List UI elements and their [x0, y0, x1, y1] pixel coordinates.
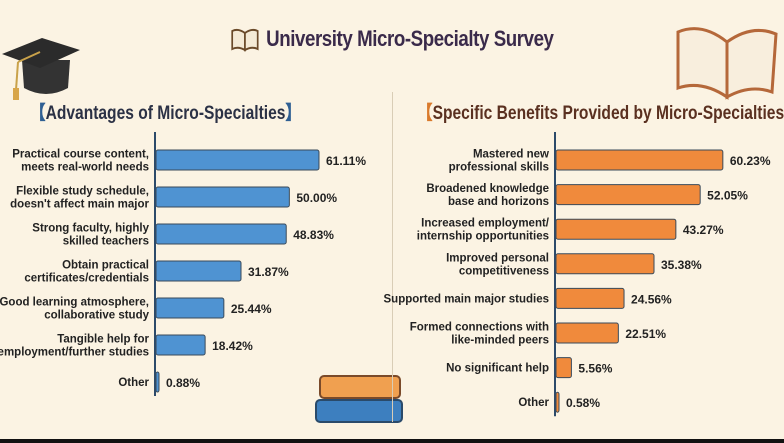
book-stack-icon	[315, 375, 403, 423]
right-category-label: internship opportunities	[417, 231, 549, 243]
right-category-label: Other	[518, 397, 549, 409]
right-bar	[555, 391, 560, 413]
left-bar	[155, 223, 287, 245]
right-category-label: professional skills	[449, 162, 549, 174]
left-category-label: Other	[118, 377, 149, 389]
left-category-label: meets real-world needs	[21, 162, 149, 174]
left-bar	[155, 186, 290, 208]
right-bar-value-label: 5.56%	[578, 362, 612, 376]
left-category-label: Obtain practical	[62, 260, 149, 272]
left-bar-value-label: 18.42%	[212, 339, 253, 353]
right-bar-value-label: 22.51%	[625, 327, 666, 341]
right-bar	[555, 253, 655, 275]
right-category-label: No significant help	[446, 363, 549, 375]
right-bar-value-label: 52.05%	[707, 189, 748, 203]
left-category-label: Good learning atmosphere,	[0, 297, 149, 309]
page-title: University Micro-Specialty Survey	[59, 26, 725, 52]
left-category-label: doesn't affect main major	[10, 199, 149, 211]
right-bar	[555, 149, 724, 171]
graduation-cap-icon	[2, 38, 80, 100]
right-category-label: Improved personal	[446, 252, 549, 264]
left-bar	[155, 371, 160, 393]
left-bar	[155, 297, 225, 319]
right-bar-value-label: 35.38%	[661, 258, 702, 272]
right-bar	[555, 287, 625, 309]
right-bar	[555, 184, 701, 206]
bottom-band	[0, 439, 784, 443]
right-category-label: Supported main major studies	[384, 293, 550, 305]
left-bar-value-label: 31.87%	[248, 265, 289, 279]
right-category-label: Formed connections with	[410, 322, 549, 334]
right-bar-value-label: 24.56%	[631, 292, 672, 306]
left-bar	[155, 149, 320, 171]
left-bar	[155, 334, 206, 356]
left-category-label: Practical course content,	[12, 149, 149, 161]
left-chart-title: 【Advantages of Micro-Specialties】	[30, 103, 302, 124]
left-category-label: skilled teachers	[63, 236, 149, 248]
right-bar	[555, 218, 677, 240]
right-category-label: competitiveness	[459, 265, 549, 277]
left-bar	[155, 260, 242, 282]
right-category-label: Increased employment/	[421, 218, 550, 230]
book-icon	[231, 29, 259, 52]
right-bar-value-label: 60.23%	[730, 154, 771, 168]
left-bar-value-label: 61.11%	[326, 154, 366, 168]
left-bar-value-label: 50.00%	[296, 191, 337, 205]
right-bar-value-label: 43.27%	[683, 223, 724, 237]
left-bar-value-label: 0.88%	[166, 376, 200, 390]
title-text: University Micro-Specialty Survey	[266, 26, 554, 51]
right-bar	[555, 322, 619, 344]
right-category-label: Mastered new	[473, 149, 549, 161]
left-category-label: Strong faculty, highly	[32, 223, 149, 235]
left-category-label: Tangible help for	[57, 334, 149, 346]
right-bar	[555, 357, 572, 379]
left-category-label: Flexible study schedule,	[16, 186, 149, 198]
right-bar-value-label: 0.58%	[566, 396, 600, 410]
right-chart-title: 【Specific Benefits Provided by Micro-Spe…	[417, 103, 784, 124]
right-category-label: Broadened knowledge	[426, 183, 549, 195]
divider	[392, 92, 393, 422]
right-category-label: base and horizons	[448, 196, 549, 208]
left-category-label: employment/further studies	[0, 347, 149, 359]
right-category-label: like-minded peers	[451, 335, 549, 347]
left-category-label: collaborative study	[44, 310, 149, 322]
left-bar-value-label: 48.83%	[293, 228, 334, 242]
left-bar-value-label: 25.44%	[231, 302, 272, 316]
open-book-icon	[676, 27, 778, 100]
left-category-label: certificates/credentials	[24, 273, 149, 285]
